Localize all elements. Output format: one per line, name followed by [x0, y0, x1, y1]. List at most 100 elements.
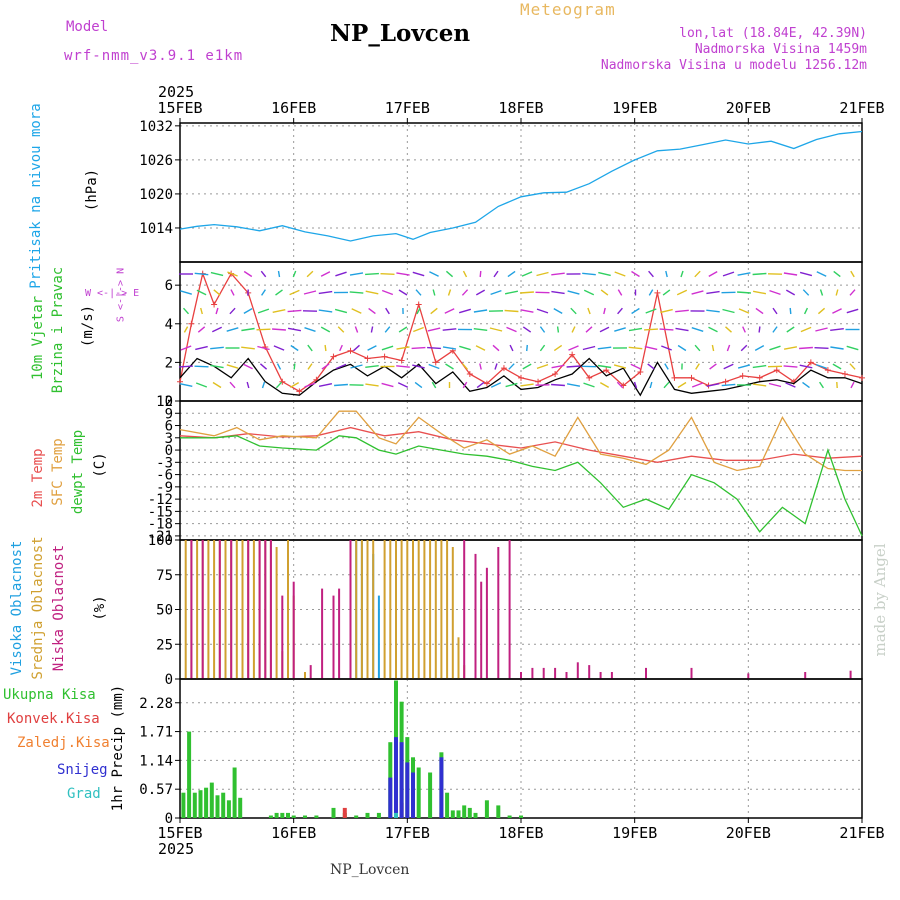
wind-arrow	[599, 326, 610, 333]
wind-arrow	[659, 328, 674, 331]
bar	[849, 670, 852, 679]
bar	[439, 757, 444, 818]
wind-arrow	[272, 309, 286, 313]
wind-point-marker	[364, 355, 371, 362]
wind-arrow	[520, 309, 534, 313]
wind-arrow	[566, 383, 581, 387]
wind-arrow	[385, 307, 390, 315]
precip-freeze-label: Zaledj.Kisa	[17, 735, 110, 751]
wind-arrow	[725, 326, 732, 333]
wind-arrow	[257, 345, 270, 351]
bar	[394, 812, 398, 818]
bar	[235, 540, 238, 679]
bar	[588, 665, 591, 679]
bar	[338, 588, 341, 679]
temperature-panel-frame	[179, 400, 863, 541]
wind-arrow	[644, 345, 658, 351]
wind-arrow	[261, 289, 266, 296]
bar	[462, 805, 467, 818]
wind-arrow	[304, 327, 316, 332]
bar	[388, 777, 393, 818]
wind-arrow	[243, 307, 253, 315]
wind-arrow	[785, 382, 796, 388]
bar	[190, 540, 193, 679]
wind-point-marker	[637, 369, 644, 376]
bar	[542, 667, 545, 679]
wind-arrow	[427, 327, 441, 332]
wind-arrow	[819, 381, 824, 389]
bar	[309, 665, 312, 679]
wind-arrow	[628, 327, 643, 332]
wind-arrow	[412, 364, 425, 369]
footer-station: NP_Lovcen	[330, 862, 410, 878]
wind-arrow	[522, 363, 532, 370]
date-label-bottom: 20FEB	[726, 824, 771, 842]
wind-arrow	[613, 364, 627, 369]
bar	[383, 540, 386, 679]
bar	[332, 595, 335, 679]
wind-arrow	[261, 381, 266, 389]
wind-arrow	[318, 383, 333, 387]
wind-arrow	[568, 345, 579, 351]
wind-arrow	[677, 344, 687, 352]
wind-arrow	[633, 381, 638, 389]
bar	[389, 540, 392, 679]
wind-arrow	[509, 344, 514, 352]
wind-arrow	[521, 271, 533, 277]
precip-conv-label: Konvek.Kisa	[7, 711, 100, 727]
wind-arrow	[846, 345, 859, 351]
wind-arrow	[213, 289, 221, 296]
wind-arrow	[539, 344, 546, 352]
bar	[395, 540, 397, 679]
pressure-panel-frame	[179, 122, 863, 263]
wind-arrow	[493, 270, 499, 278]
wind-arrow	[210, 271, 224, 277]
bar	[264, 540, 267, 679]
bar	[192, 792, 197, 818]
wind-arrow	[551, 290, 565, 295]
wind-arrow	[832, 308, 842, 314]
bar	[226, 800, 231, 818]
wind-arrow	[711, 344, 715, 352]
wind-arrow	[675, 309, 689, 313]
wind-arrow	[318, 290, 333, 295]
wind-arrow	[661, 345, 672, 351]
wind-arrow	[830, 328, 844, 331]
wind-arrow	[582, 345, 596, 351]
wind-arrow	[413, 326, 424, 333]
coords-label: lon,lat (18.84E, 42.39N)	[679, 26, 867, 41]
wind-arrow	[490, 382, 502, 388]
bar	[508, 540, 511, 679]
bar	[201, 540, 204, 679]
bar	[232, 767, 237, 818]
wind-arrow	[722, 271, 735, 277]
wind-arrow	[675, 327, 689, 332]
bar	[519, 815, 523, 818]
wind-arrow	[321, 363, 330, 370]
wind-arrow	[197, 326, 206, 333]
wind-arrow	[817, 307, 826, 315]
wind-arrow	[648, 270, 654, 278]
wind-arrow	[694, 270, 701, 278]
bar	[258, 540, 261, 679]
wind-arrow	[397, 382, 409, 388]
year-top-label: 2025	[158, 83, 194, 101]
date-label-bottom: 19FEB	[612, 824, 657, 842]
wind-arrow	[663, 381, 670, 389]
bar	[218, 540, 221, 679]
wind-arrow	[318, 309, 333, 313]
wind-arrow	[459, 308, 471, 314]
wind-arrow	[243, 363, 253, 370]
wind-arrow	[415, 289, 422, 296]
wind-point-marker	[807, 359, 814, 366]
wind-arrow	[695, 363, 700, 370]
y-tick-label: 6	[165, 419, 173, 435]
wind-arrow	[241, 327, 255, 332]
wind-arrow	[381, 289, 394, 296]
wind-arrow	[737, 291, 751, 294]
wind-arrow	[849, 363, 856, 370]
meteogram-label: Meteogram	[520, 0, 616, 19]
wind-arrow	[647, 363, 655, 370]
wind-arrow	[307, 344, 313, 352]
wind-arrow	[726, 344, 731, 352]
